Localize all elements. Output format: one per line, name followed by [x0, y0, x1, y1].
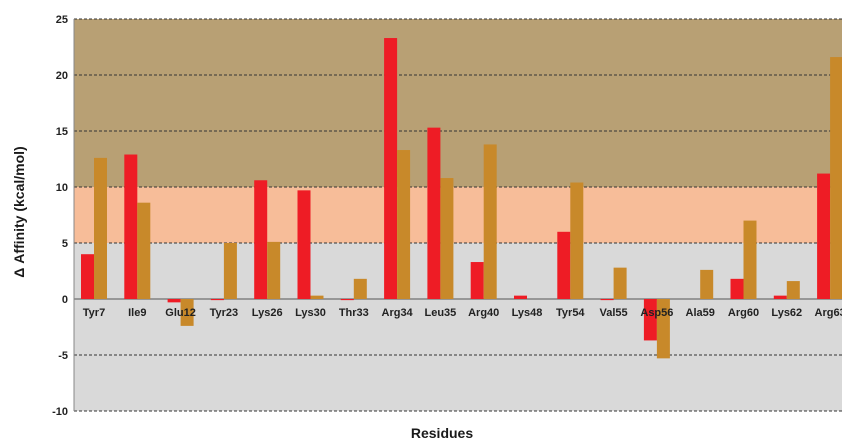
x-tick-label: Arg63 [815, 307, 842, 319]
x-tick-label: Lys48 [512, 307, 543, 319]
x-tick-label: Ala59 [686, 307, 715, 319]
x-tick-label: Tyr54 [556, 307, 585, 319]
bar [730, 278, 744, 299]
bar [700, 269, 714, 299]
bar [643, 299, 657, 341]
y-tick-label: -10 [52, 406, 68, 418]
bar [254, 180, 268, 299]
x-tick-label: Lys30 [295, 307, 326, 319]
x-tick-label: Glu12 [165, 307, 196, 319]
x-tick-label: Arg60 [728, 307, 759, 319]
x-tick-label: Tyr23 [210, 307, 239, 319]
x-tick-label: Arg34 [382, 307, 414, 319]
x-tick-label: Leu35 [425, 307, 457, 319]
x-axis-ticks: Tyr7 Ile9 Glu12 Tyr23 Lys26 Lys30 Thr33 Arg34 Le… [83, 307, 842, 319]
background-bands [74, 19, 842, 411]
x-tick-label: Val55 [600, 307, 628, 319]
y-tick-label: -5 [58, 350, 68, 362]
bar [570, 182, 584, 299]
bar [310, 295, 324, 299]
bar [830, 57, 842, 299]
bar [600, 299, 614, 301]
y-tick-label: 20 [56, 70, 68, 82]
bar [180, 299, 194, 326]
bar [773, 295, 787, 299]
bar [743, 220, 757, 299]
y-tick-label: 0 [62, 294, 68, 306]
bar [514, 295, 527, 299]
band-0 [74, 243, 842, 411]
bar [656, 299, 670, 359]
bar [384, 38, 398, 299]
bar [137, 202, 151, 299]
band-1 [74, 187, 842, 243]
x-tick-label: Lys62 [771, 307, 802, 319]
bar [124, 154, 138, 299]
bar [210, 299, 224, 301]
x-tick-label: Ile9 [128, 307, 146, 319]
bar [817, 173, 831, 299]
bar [81, 254, 94, 299]
bar [440, 178, 454, 299]
bar [167, 299, 181, 303]
bar [470, 262, 484, 299]
bar [267, 241, 281, 299]
bar [340, 299, 354, 301]
y-tick-label: 5 [62, 238, 68, 250]
bar [223, 243, 237, 299]
bar [613, 267, 627, 299]
bar [94, 157, 107, 299]
y-tick-label: 15 [56, 126, 68, 138]
bars [81, 38, 842, 359]
x-tick-label: Tyr7 [83, 307, 105, 319]
band-2 [74, 19, 842, 187]
x-axis-title: Residues [411, 425, 473, 441]
bar [297, 190, 311, 299]
bar [483, 144, 497, 299]
y-tick-label: 10 [56, 182, 68, 194]
bar [427, 127, 441, 299]
y-axis-ticks: -10 -5 0 5 10 15 20 25 [52, 14, 68, 418]
y-axis-title: Δ Affinity (kcal/mol) [11, 146, 27, 277]
bar [786, 281, 800, 299]
bar [353, 278, 367, 299]
gridlines [73, 18, 842, 412]
y-tick-label: 25 [56, 14, 68, 26]
bar [397, 150, 411, 299]
x-tick-label: Asp56 [640, 307, 673, 319]
x-tick-label: Arg40 [468, 307, 499, 319]
x-tick-label: Lys26 [252, 307, 283, 319]
bar [557, 231, 571, 299]
x-tick-label: Thr33 [339, 307, 369, 319]
